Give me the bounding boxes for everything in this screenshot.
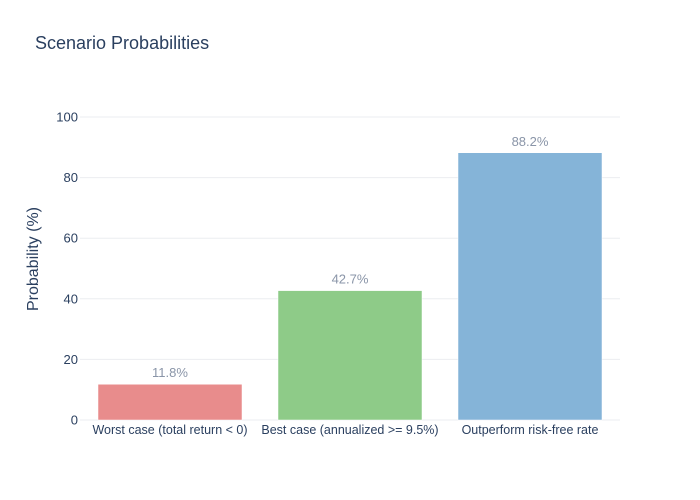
x-category-label: Worst case (total return < 0) <box>92 423 247 437</box>
y-tick-label: 80 <box>64 170 78 185</box>
bar <box>97 383 243 421</box>
y-axis-ticks: 0 20 40 60 80 100 <box>56 110 78 428</box>
y-tick-label: 40 <box>64 291 78 306</box>
chart-title: Scenario Probabilities <box>35 33 209 53</box>
bar <box>277 290 423 421</box>
bar-value-label: 42.7% <box>332 272 369 287</box>
bar-value-label: 88.2% <box>512 134 549 149</box>
bar-value-label: 11.8% <box>152 365 188 380</box>
y-axis-label: Probability (%) <box>25 207 42 311</box>
y-tick-label: 100 <box>56 110 78 125</box>
data-labels: 11.8% 42.7% 88.2% <box>152 134 549 380</box>
bar <box>457 152 603 421</box>
bars <box>97 152 603 421</box>
x-category-label: Outperform risk-free rate <box>462 423 599 437</box>
x-category-label: Best case (annualized >= 9.5%) <box>261 423 438 437</box>
x-axis-categories: Worst case (total return < 0) Best case (… <box>92 423 598 437</box>
y-tick-label: 60 <box>64 231 78 246</box>
y-tick-label: 20 <box>64 352 78 367</box>
y-tick-label: 0 <box>71 413 78 428</box>
